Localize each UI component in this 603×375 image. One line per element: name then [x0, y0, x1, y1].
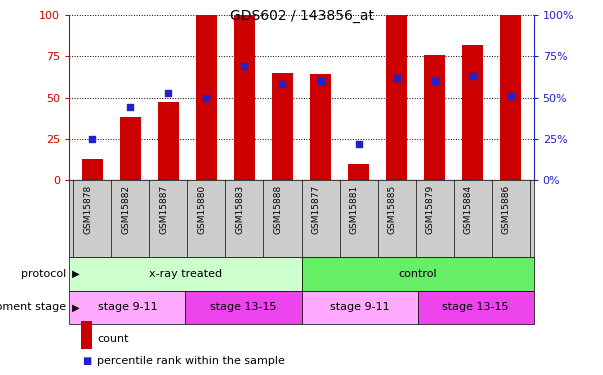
Bar [69, 257, 302, 291]
Text: GSM15888: GSM15888 [274, 184, 282, 234]
Text: protocol: protocol [21, 269, 66, 279]
Bar [425, 55, 445, 180]
Text: GSM15886: GSM15886 [502, 184, 511, 234]
Text: control: control [398, 269, 437, 279]
Bar [386, 15, 407, 180]
Text: GSM15880: GSM15880 [197, 184, 206, 234]
Text: stage 9-11: stage 9-11 [330, 303, 390, 312]
Text: GDS602 / 143856_at: GDS602 / 143856_at [230, 9, 373, 23]
Text: GSM15887: GSM15887 [159, 184, 168, 234]
Text: GSM15879: GSM15879 [426, 184, 435, 234]
Point [354, 141, 364, 147]
Text: stage 13-15: stage 13-15 [210, 303, 277, 312]
Text: GSM15878: GSM15878 [83, 184, 92, 234]
Point [430, 78, 440, 84]
Text: ▶: ▶ [69, 269, 80, 279]
Bar [310, 74, 331, 180]
Text: count: count [97, 333, 128, 344]
Text: GSM15877: GSM15877 [312, 184, 321, 234]
Bar [348, 164, 369, 180]
Bar [302, 257, 534, 291]
Bar [120, 117, 140, 180]
Bar [302, 291, 417, 324]
Text: GSM15881: GSM15881 [350, 184, 359, 234]
Text: GSM15882: GSM15882 [121, 184, 130, 234]
Text: GSM15883: GSM15883 [235, 184, 244, 234]
Text: x-ray treated: x-ray treated [149, 269, 222, 279]
Bar [82, 159, 103, 180]
Text: development stage: development stage [0, 303, 66, 312]
Point [125, 104, 135, 110]
Bar [500, 15, 521, 180]
Point [468, 73, 478, 79]
Point [201, 94, 211, 100]
Text: percentile rank within the sample: percentile rank within the sample [97, 356, 285, 366]
Bar [463, 45, 483, 180]
Bar [272, 73, 293, 180]
Text: stage 9-11: stage 9-11 [98, 303, 157, 312]
Point [506, 93, 516, 99]
Bar [196, 15, 217, 180]
Text: ▶: ▶ [69, 303, 80, 312]
Bar [186, 291, 302, 324]
Text: GSM15885: GSM15885 [388, 184, 397, 234]
Point [163, 90, 173, 96]
Text: stage 13-15: stage 13-15 [443, 303, 509, 312]
Bar [158, 102, 178, 180]
Point [87, 136, 97, 142]
Bar [69, 291, 186, 324]
Bar [234, 15, 255, 180]
Point [392, 75, 402, 81]
Point [316, 78, 326, 84]
Point [277, 81, 287, 87]
Bar [417, 291, 534, 324]
Text: ■: ■ [82, 356, 92, 366]
Point [239, 63, 249, 69]
Text: GSM15884: GSM15884 [464, 184, 473, 234]
